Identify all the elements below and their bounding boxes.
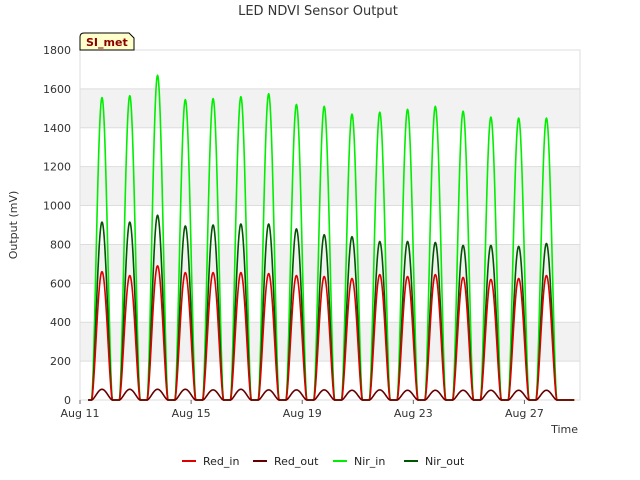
series-line-nir-in xyxy=(88,74,575,401)
y-tick-label: 600 xyxy=(50,277,71,290)
band xyxy=(80,88,580,128)
series-lines xyxy=(88,74,575,401)
legend: Red_in Red_out Nir_in Nir_out xyxy=(182,455,465,468)
x-tick-label: Aug 11 xyxy=(61,407,100,420)
x-axis-label: Time xyxy=(550,423,578,436)
y-tick-label: 400 xyxy=(50,316,71,329)
y-tick-label: 1000 xyxy=(43,200,71,213)
y-tick-label: 1200 xyxy=(43,161,71,174)
station-badge: SI_met xyxy=(79,32,135,51)
y-tick-label: 200 xyxy=(50,355,71,368)
y-axis: 0 200 400 600 800 1000 1200 1400 1600 1800 xyxy=(43,44,71,407)
series-line-red-out xyxy=(88,388,575,401)
legend-label: Red_out xyxy=(274,455,319,468)
x-tick-label: Aug 23 xyxy=(394,407,433,420)
y-tick-label: 1600 xyxy=(43,83,71,96)
badge-label: SI_met xyxy=(86,36,128,49)
y-tick-label: 1800 xyxy=(43,44,71,57)
y-tick-label: 800 xyxy=(50,238,71,251)
legend-label: Red_in xyxy=(203,455,239,468)
x-axis: Aug 11 Aug 15 Aug 19 Aug 23 Aug 27 xyxy=(61,400,544,420)
badge-shape xyxy=(79,32,135,51)
legend-label: Nir_in xyxy=(354,455,385,468)
chart-title: LED NDVI Sensor Output xyxy=(238,4,398,19)
legend-label: Nir_out xyxy=(425,455,465,468)
y-tick-label: 0 xyxy=(64,394,71,407)
series-line-red-in xyxy=(88,265,575,401)
x-tick-label: Aug 19 xyxy=(283,407,322,420)
y-axis-label: Output (mV) xyxy=(7,191,20,260)
y-tick-label: 1400 xyxy=(43,122,71,135)
plot-frame xyxy=(79,49,581,401)
x-tick-label: Aug 27 xyxy=(505,407,544,420)
band xyxy=(80,166,580,206)
x-tick-label: Aug 15 xyxy=(172,407,211,420)
